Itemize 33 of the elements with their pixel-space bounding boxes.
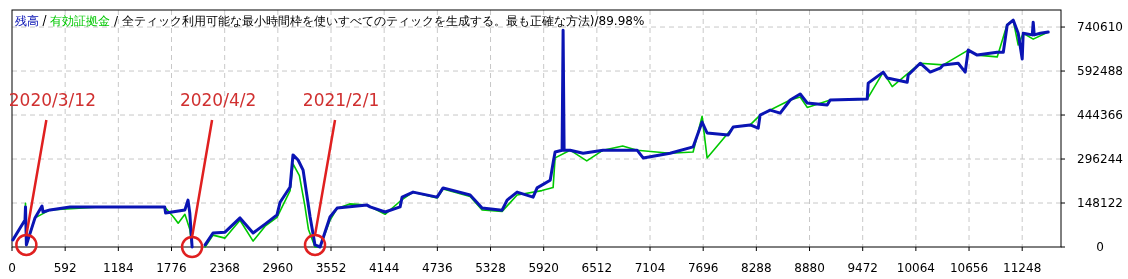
chart-title: / 全ティック利用可能な最小時間枠を使いすべてのティックを生成する。最も正確な方法)/89.98% <box>114 14 645 28</box>
y-tick-label: 592488 <box>1077 64 1123 79</box>
y-tick-label: 148122 <box>1077 196 1123 211</box>
y-tick-label: 296244 <box>1077 152 1123 167</box>
x-tick-label: 592 <box>53 261 77 275</box>
x-tick-label: 2960 <box>262 261 294 275</box>
text: 残高 <box>15 14 39 28</box>
x-tick-label: 7104 <box>634 261 666 275</box>
x-tick-label: 3552 <box>315 261 347 275</box>
x-tick-label: 5920 <box>528 261 559 275</box>
annotation: 2020/4/2 <box>179 90 257 110</box>
x-tick-label: 7696 <box>687 261 719 275</box>
y-tick-label: 0 <box>1096 240 1104 254</box>
x-tick-label: 8288 <box>741 261 772 275</box>
x-tick-label: 1184 <box>103 261 134 275</box>
x-tick-label: 10656 <box>949 261 989 275</box>
y-tick-label: 444366 <box>1077 108 1123 123</box>
x-tick-label: 1776 <box>156 261 187 275</box>
y-tick-label: 740610 <box>1077 20 1123 35</box>
x-tick-label: 11248 <box>1003 261 1042 275</box>
x-tick-label: 0 <box>8 261 16 275</box>
x-tick-label: 2368 <box>209 261 240 275</box>
x-tick-label: 5328 <box>475 261 506 275</box>
text: 有効証拠金 <box>50 14 110 28</box>
arrow-annotation: 2021/2/1 <box>302 90 380 257</box>
arrow-annotation: 2020/4/2 <box>179 90 257 259</box>
x-tick-label: 6512 <box>581 261 613 275</box>
x-tick-label: 4144 <box>368 261 400 275</box>
x-tick-label: 10064 <box>896 261 935 275</box>
x-tick-label: 9472 <box>847 261 878 275</box>
annotation: 2021/2/1 <box>302 90 380 110</box>
x-tick-label: 8880 <box>794 261 825 275</box>
x-tick-label: 4736 <box>422 261 453 275</box>
